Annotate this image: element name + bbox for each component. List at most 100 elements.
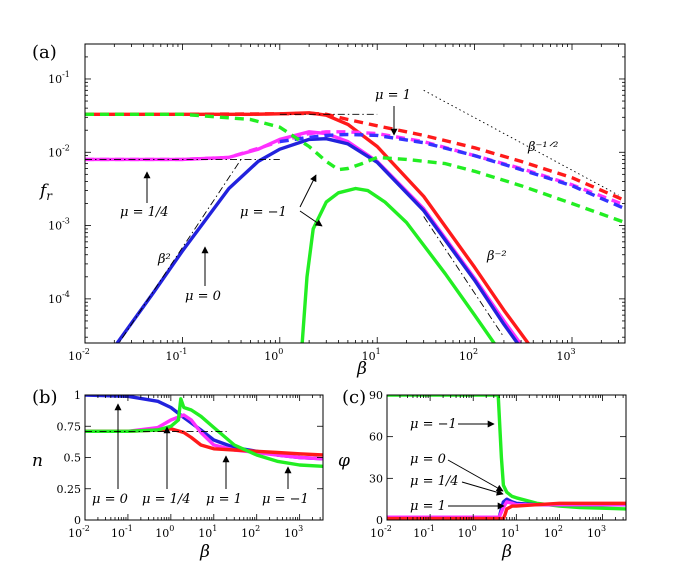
tick-exponent: -2 [82,347,90,356]
tick-exponent: 3 [601,524,606,533]
panel-b-y-tick-label: 0.5 [64,452,82,465]
panel-a-x-tick-label: 100 [264,347,283,363]
annotation-b-mu14: μ = 1/4 [142,492,191,507]
annotation-a-mu0: μ = 0 [185,289,221,304]
tick-exponent: 1 [515,524,520,533]
annotation-c-mum1: μ = −1 [410,417,457,432]
panel-c-series [387,395,626,520]
panel-c-x-tick-label: 102 [544,524,563,540]
series-a--1-2-dotted [423,89,619,196]
tick-exponent: -1 [427,524,435,533]
panel-b-x-tick-label: 10-1 [111,524,133,540]
series-a--1-dashed [85,111,625,203]
series-a--1-4-dashed [85,130,625,207]
annotation-a-beta2: β² [157,252,171,267]
panel-b-y-tick-label: 1 [74,389,81,402]
panel-a-xlabel: β [356,359,367,379]
arrow-c-mu14 [461,481,504,496]
tick-base: 10 [264,350,278,363]
panel-c-tag: (c) [342,387,366,408]
arrow-a-mum1-solid [299,210,323,227]
panel-b-ylabel: n [32,451,43,471]
tick-base: 10 [166,350,180,363]
panel-a-x-tick-label: 10-2 [68,347,90,363]
panel-c-x-tick-label: 10-1 [413,524,435,540]
annotation-c-mu1: μ = 1 [410,499,446,514]
panel-a-y-tick-label: 10-1 [48,70,70,86]
tick-exponent: -4 [62,290,70,299]
series-a--0-solid [115,136,520,343]
tick-base: 10 [459,350,473,363]
tick-exponent: 3 [298,524,303,533]
panel-b-y-tick-label: 0.75 [57,420,82,433]
series-a--1-dashed [85,112,625,225]
panel-a-series [85,89,625,343]
panel-c-xlabel: β [501,542,512,562]
annotation-a-mum1: μ = −1 [240,205,287,220]
tick-base: 10 [501,527,515,540]
tick-base: 10 [556,350,570,363]
arrow-c-mu0 [447,459,504,492]
panel-c-x-tick-label: 101 [501,524,520,540]
annotation-a-mu14: μ = 1/4 [120,205,169,220]
panel-b-xlabel: β [199,542,210,562]
series-a--1-4-solid [85,130,523,343]
panel-c-x-tick-label: 103 [587,524,606,540]
tick-base: 10 [155,527,169,540]
annotation-c-mu0: μ = 0 [410,452,446,467]
panel-c-y-tick-label: 0 [376,514,383,527]
tick-exponent: 0 [278,347,283,356]
series-a--1-solid [300,186,497,343]
panel-a-tag: (a) [32,42,57,63]
annotation-b-mu0: μ = 0 [92,492,128,507]
series-b--1-solid [85,397,323,468]
tick-base: 10 [587,527,601,540]
annotation-a-beta-minus2: β⁻² [486,249,507,264]
tick-base: 10 [48,220,62,233]
panel-b-tag: (b) [32,387,58,408]
tick-base: 10 [413,527,427,540]
series-a--2-dashdot [118,159,242,343]
annotation-b-mu1: μ = 1 [206,492,242,507]
panel-b-y-tick-label: 0 [74,514,81,527]
tick-base: 10 [48,73,62,86]
tick-exponent: -2 [82,524,90,533]
series-b--1-4-solid [85,413,323,461]
tick-exponent: 0 [169,524,174,533]
tick-base: 10 [48,293,62,306]
tick-exponent: 2 [473,347,478,356]
tick-exponent: 3 [570,347,575,356]
tick-base: 10 [362,350,376,363]
tick-exponent: 2 [255,524,260,533]
tick-base: 10 [68,527,82,540]
panel-c-y-tick-label: 90 [369,389,383,402]
series-a--2-dashdot [423,216,505,338]
panel-b-x-tick-label: 10-2 [68,524,90,540]
series-a--0-dashed [279,132,625,211]
tick-base: 10 [241,527,255,540]
tick-base: 10 [48,146,62,159]
tick-exponent: -1 [180,347,188,356]
annotation-b-mum1: μ = −1 [262,492,309,507]
panel-c-y-tick-label: 60 [369,431,383,444]
annotation-a-beta-minus-half: β⁻¹ᐟ² [527,140,558,155]
panel-b-y-tick-label: 0.25 [57,483,82,496]
panel-a-x-tick-label: 103 [556,347,575,363]
tick-exponent: -3 [62,217,70,226]
panel-a: (a) 10-2 10-1 100 101 102 10310-410-310-210-1… [32,42,626,379]
panel-a-x-tick-label: 102 [459,347,478,363]
panel-a-y-tick-label: 10-4 [48,290,70,306]
annotation-c-mu14: μ = 1/4 [410,474,459,489]
tick-exponent: 1 [212,524,217,533]
panel-a-ylabel: fr [38,181,53,203]
tick-base: 10 [68,350,82,363]
panel-a-x-tick-label: 10-1 [166,347,188,363]
panel-b-x-tick-label: 103 [284,524,303,540]
panel-c-y-tick-label: 30 [369,472,383,485]
tick-base: 10 [284,527,298,540]
